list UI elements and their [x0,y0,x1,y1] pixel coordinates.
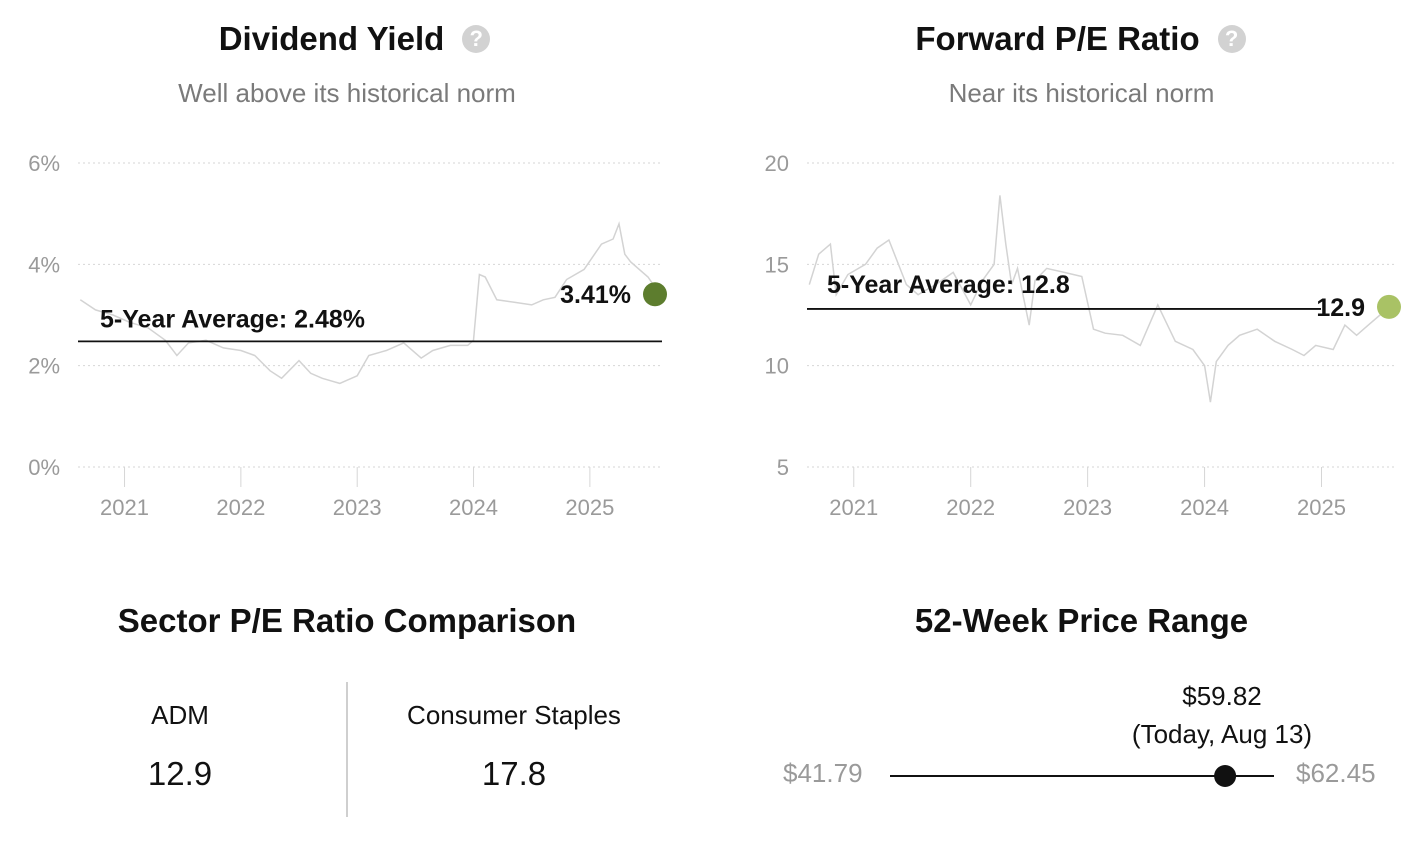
x-tick-label: 2025 [1297,495,1346,520]
y-tick-label: 4% [28,252,60,277]
question-circle-icon[interactable]: ? [1217,25,1246,53]
forward-pe-title-text: Forward P/E Ratio [915,20,1200,57]
price-range-high-label: $62.45 [1296,758,1376,788]
x-tick-label: 2024 [1180,495,1229,520]
dividend-yield-title: Dividend Yield? [0,20,709,58]
y-tick-label: 15 [765,252,789,277]
sector-right-label: Consumer Staples [407,700,621,730]
current-value-label: 12.9 [1316,294,1365,322]
sector-left-value: 12.9 [147,755,213,792]
price-range-current-label: $59.82 (Today, Aug 13) [1072,677,1372,753]
sector-right-value: 17.8 [481,755,547,792]
y-tick-label: 5 [777,455,789,480]
x-tick-label: 2022 [216,495,265,520]
x-tick-label: 2024 [449,495,498,520]
current-value-marker [643,282,667,307]
sector-left-label: ADM [151,700,209,730]
average-label: 5-Year Average: 2.48% [100,305,365,333]
forward-pe-title: Forward P/E Ratio? [709,20,1418,58]
x-tick-label: 2023 [1063,495,1112,520]
price-range-low-label: $41.79 [783,758,863,788]
y-tick-label: 6% [28,151,60,176]
series-line [79,221,661,385]
x-tick-label: 2022 [946,495,995,520]
x-tick-label: 2021 [100,495,149,520]
question-circle-icon[interactable]: ? [462,25,491,53]
price-range-current-marker [1214,765,1237,787]
dividend-yield-panel: Dividend Yield? Well above its historica… [0,0,709,560]
x-tick-label: 2021 [829,495,878,520]
current-value-label: 3.41% [560,281,631,309]
current-date: (Today, Aug 13) [1131,719,1313,749]
y-tick-label: 2% [28,354,60,379]
dividend-yield-chart: 0% 2% 4% 6% 2021 2022 2023 2024 2025 5-Year Avera… [28,151,667,520]
x-tick-label: 2023 [333,495,382,520]
current-price: $59.82 [1182,681,1262,711]
sector-divider [346,682,348,817]
dividend-yield-title-text: Dividend Yield [218,20,445,57]
sector-comparison-title: Sector P/E Ratio Comparison [117,602,577,639]
forward-pe-subtitle: Near its historical norm [948,78,1215,108]
dividend-yield-subtitle: Well above its historical norm [178,78,516,108]
series-line [808,195,1393,403]
forward-pe-panel: Forward P/E Ratio? Near its historical n… [709,0,1418,560]
y-tick-label: 20 [765,151,789,176]
forward-pe-chart: 5 10 15 20 2021 2022 2023 2024 2025 5-Year Averag… [765,151,1401,520]
x-tick-label: 2025 [565,495,614,520]
y-tick-label: 10 [765,354,789,379]
y-tick-label: 0% [28,455,60,480]
average-label: 5-Year Average: 12.8 [827,271,1070,299]
current-value-marker [1377,294,1401,319]
price-range-title: 52-Week Price Range [914,602,1249,639]
